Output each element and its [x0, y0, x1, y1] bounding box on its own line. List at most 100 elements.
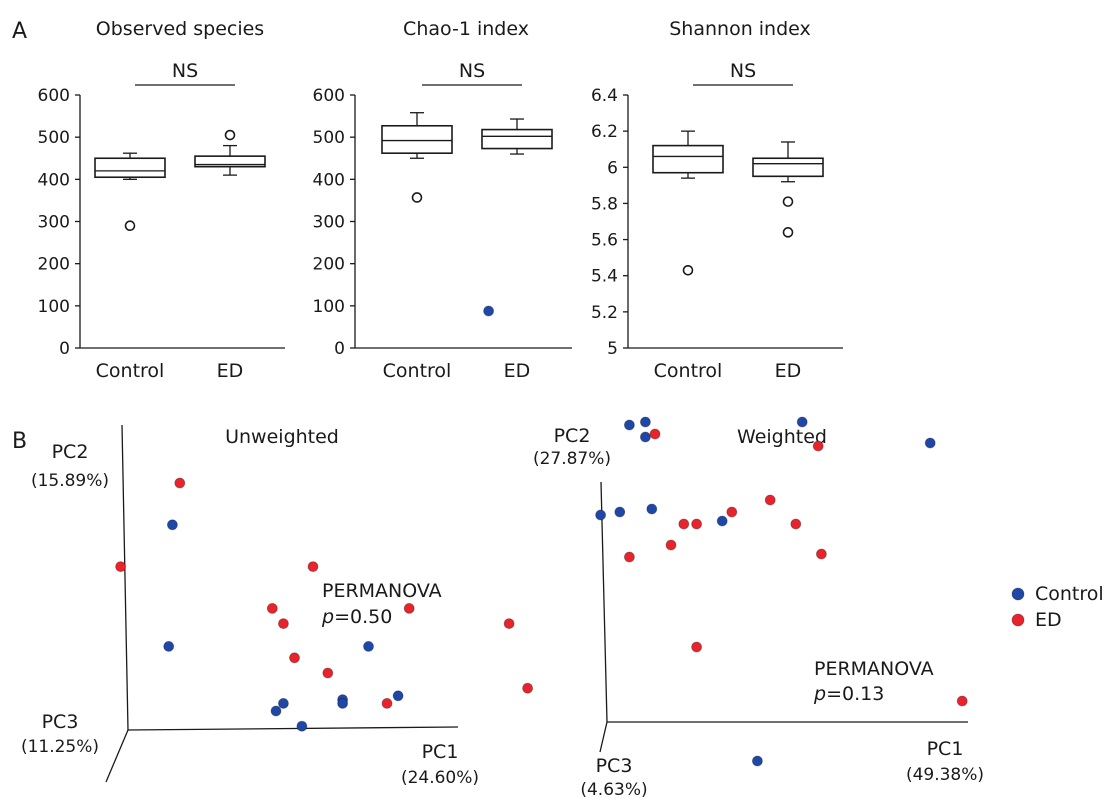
box-ed: [194, 129, 266, 176]
data-point: [665, 539, 677, 551]
box-iqr: [752, 157, 824, 178]
pc1-percent: (49.38%): [906, 765, 984, 785]
chart-title: Observed species: [96, 18, 264, 40]
pc3-percent: (4.63%): [580, 780, 647, 798]
box-control: [94, 152, 166, 232]
pc2-percent: (27.87%): [533, 449, 611, 469]
data-point: [790, 518, 802, 530]
pc2-axis: [600, 481, 608, 723]
series-control: [163, 519, 404, 732]
pc3-axis: [599, 721, 608, 753]
data-point: [624, 551, 635, 563]
data-point: [337, 698, 349, 709]
outlier-point: [124, 220, 136, 232]
series-ed: [115, 477, 533, 709]
y-tick-label: 6.2: [591, 122, 618, 142]
y-tick-label: 6: [607, 158, 618, 178]
y-tick-label: 5.8: [591, 194, 618, 214]
p-symbol: p: [321, 606, 334, 628]
panel-label-a: A: [12, 19, 27, 44]
y-tick-label: 300: [38, 213, 70, 233]
p-symbol: p: [813, 683, 826, 705]
chart-title: Shannon index: [669, 18, 811, 40]
y-tick-label: 100: [313, 297, 345, 317]
pcoa-unweighted: Unweighted PC2 (15.89%) PC3 (11.25%) PC1 (24.6…: [21, 424, 533, 788]
significance-label: NS: [459, 60, 485, 82]
box-iqr: [381, 124, 453, 154]
y-tick-label: 0: [334, 339, 345, 359]
pc1-label: PC1: [422, 741, 459, 763]
boxplot-1: Observed species NS 0 100 200 300 400 500 600 Con…: [38, 18, 285, 382]
data-point: [646, 503, 658, 515]
y-tick-label: 6.4: [591, 86, 618, 106]
series-ed: [624, 428, 968, 707]
box-iqr: [652, 144, 724, 174]
data-point: [403, 603, 415, 614]
y-tick-label: 5: [607, 339, 618, 359]
box-iqr: [481, 128, 553, 150]
data-point: [640, 431, 651, 443]
pc3-axis: [105, 729, 129, 783]
x-category-label: Control: [383, 360, 452, 382]
permanova-p-value: p=0.50: [321, 606, 392, 628]
permanova-p-value: p=0.13: [813, 683, 884, 705]
y-tick-label: 600: [313, 86, 345, 106]
box-iqr: [94, 157, 166, 179]
y-tick-label: 400: [313, 170, 345, 190]
data-point: [716, 515, 728, 527]
data-point: [640, 416, 651, 428]
data-point: [289, 652, 300, 664]
pcoa-panels: Unweighted PC2 (15.89%) PC3 (11.25%) PC1 (24.6…: [21, 305, 984, 798]
data-point: [174, 477, 186, 489]
pc2-axis: [121, 424, 129, 731]
data-point: [796, 416, 808, 428]
pcoa-weighted: Weighted PC2(27.87%) PC3 (4.63%) PC1 (49.38%)…: [483, 305, 984, 798]
y-tick-label: 500: [38, 128, 70, 148]
data-point: [752, 755, 763, 767]
y-tick-label: 200: [313, 255, 345, 275]
data-point: [614, 506, 626, 518]
p-value: =0.13: [826, 683, 884, 705]
legend-label-control: Control: [1035, 583, 1104, 605]
data-point: [307, 561, 319, 572]
box-ed: [481, 118, 553, 155]
data-point: [678, 518, 690, 530]
outlier-point: [411, 192, 423, 203]
y-tick-label: 5.4: [591, 267, 618, 287]
boxplot-panels: Observed species NS 0 100 200 300 400 500 600 Con…: [38, 18, 843, 382]
data-point: [812, 440, 824, 452]
significance-label: NS: [172, 60, 198, 82]
permanova-label: PERMANOVA: [322, 580, 442, 602]
data-point: [595, 509, 606, 521]
data-point: [277, 618, 289, 629]
pc3-label: PC3: [42, 711, 79, 733]
box-ed: [752, 141, 824, 238]
legend-marker-control: [1011, 587, 1025, 601]
data-point: [270, 705, 282, 717]
significance-label: NS: [730, 60, 756, 82]
data-point: [381, 698, 393, 709]
x-category-label: ED: [775, 360, 802, 382]
panel-label-b: B: [12, 429, 27, 454]
legend: Control ED: [1011, 583, 1104, 631]
pc2-label: PC2: [554, 425, 591, 447]
chart-title: Unweighted: [225, 426, 339, 448]
data-point: [691, 641, 702, 653]
data-point: [266, 603, 278, 614]
pc2-percent: (15.89%): [31, 471, 109, 491]
data-point: [166, 519, 178, 531]
boxplot-3: Shannon index NS 5 5.2 5.4 5.6 5.8 6 6.2 6.4 Contr…: [591, 18, 843, 382]
chart-title: Chao-1 index: [403, 18, 529, 40]
x-category-label: Control: [654, 360, 723, 382]
data-point: [483, 305, 495, 317]
y-tick-label: 5.6: [591, 231, 618, 251]
pc3-percent: (11.25%): [21, 737, 99, 757]
data-point: [816, 548, 827, 560]
data-point: [956, 695, 968, 707]
data-point: [277, 698, 289, 709]
data-point: [522, 682, 533, 694]
x-category-label: ED: [217, 360, 244, 382]
box-iqr: [194, 155, 266, 168]
data-point: [624, 419, 635, 431]
